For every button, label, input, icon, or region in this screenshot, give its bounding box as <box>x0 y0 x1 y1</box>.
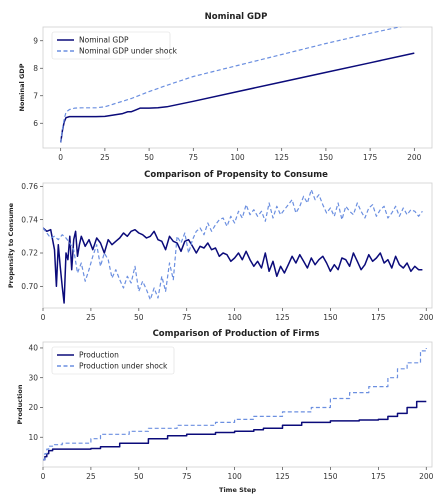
chart-panel-3: Comparison of Production of Firms 0 25 50 75… <box>16 329 434 494</box>
x-axis-label: Time Step <box>219 486 256 494</box>
y-tick-label: 40 <box>28 344 38 353</box>
x-tick-label: 50 <box>134 313 144 322</box>
y-tick-label: 7 <box>33 91 38 100</box>
y-axis-label: Production <box>16 384 24 424</box>
x-tick-label: 200 <box>419 472 434 481</box>
y-tick-label: 6 <box>33 119 38 128</box>
series-line-shock <box>43 189 423 301</box>
chart-title: Nominal GDP <box>205 12 268 22</box>
x-tick-label: 0 <box>58 153 63 162</box>
y-tick-label: 0.74 <box>21 215 38 224</box>
x-tick-label: 150 <box>323 472 338 481</box>
y-tick-label: 0.70 <box>21 282 38 291</box>
chart-title: Comparison of Propensity to Consume <box>144 170 328 180</box>
x-tick-label: 0 <box>41 313 46 322</box>
x-tick-label: 75 <box>189 153 199 162</box>
x-tick-label: 0 <box>41 472 46 481</box>
x-tick-label: 25 <box>86 313 96 322</box>
plot-frame <box>42 182 433 309</box>
x-tick-label: 75 <box>182 313 192 322</box>
x-tick-label: 50 <box>144 153 154 162</box>
x-tick-label: 75 <box>182 472 192 481</box>
x-tick-label: 25 <box>100 153 110 162</box>
x-tick-label: 100 <box>227 313 242 322</box>
y-axis-label: Nominal GDP <box>18 63 26 111</box>
series-line-baseline <box>43 227 423 304</box>
x-tick-label: 125 <box>275 472 290 481</box>
x-tick-label: 150 <box>319 153 334 162</box>
x-tick-label: 125 <box>275 153 290 162</box>
plot-frame <box>42 341 433 468</box>
series-line-baseline <box>59 52 415 143</box>
x-tick-label: 175 <box>363 153 378 162</box>
series-line-shock <box>60 27 402 143</box>
x-tick-label: 175 <box>371 472 386 481</box>
x-tick-label: 200 <box>407 153 422 162</box>
x-tick-label: 175 <box>371 313 386 322</box>
chart-panel-2: Comparison of Propensity to Consume 0 25 50… <box>7 170 434 322</box>
y-tick-label: 9 <box>33 36 38 45</box>
chart-panel-1: Nominal GDP 0 25 50 75 100 125 150 175 200 6 7 8 9 Nom… <box>18 12 433 162</box>
legend-box <box>51 346 175 375</box>
chart-title: Comparison of Production of Firms <box>153 329 320 339</box>
legend-box <box>51 31 171 60</box>
legend-label: Production <box>79 351 119 360</box>
legend-label: Nominal GDP under shock <box>79 47 178 56</box>
x-tick-label: 125 <box>275 313 290 322</box>
x-tick-label: 200 <box>419 313 434 322</box>
y-axis-label: Propensity to Consume <box>7 202 15 288</box>
x-tick-label: 150 <box>323 313 338 322</box>
y-tick-label: 10 <box>28 433 38 442</box>
x-tick-label: 100 <box>230 153 245 162</box>
x-tick-label: 100 <box>227 472 242 481</box>
y-tick-label: 0.76 <box>21 182 38 191</box>
y-tick-label: 0.72 <box>21 249 38 258</box>
x-tick-label: 50 <box>134 472 144 481</box>
series-line-shock <box>43 348 427 461</box>
legend: Production Production under shock <box>51 346 175 375</box>
y-tick-label: 30 <box>28 373 38 382</box>
legend-label: Production under shock <box>79 362 168 371</box>
legend: Nominal GDP Nominal GDP under shock <box>51 31 178 60</box>
y-tick-label: 8 <box>33 64 38 73</box>
series-line-baseline <box>43 400 427 461</box>
legend-label: Nominal GDP <box>79 36 129 45</box>
y-tick-label: 20 <box>28 403 38 412</box>
x-tick-label: 25 <box>86 472 96 481</box>
